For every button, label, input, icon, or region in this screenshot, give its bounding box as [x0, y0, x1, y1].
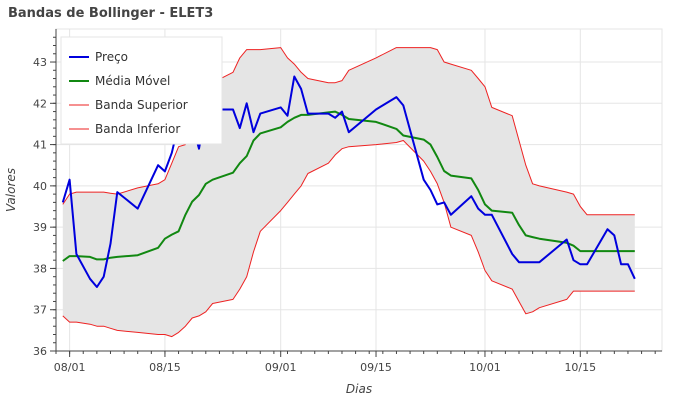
- series-line-banda-superior: [62, 47, 635, 216]
- y-tick-label: 39: [33, 221, 47, 234]
- x-tick-label: 09/15: [360, 361, 392, 374]
- series-line-preco: [61, 75, 636, 288]
- y-tick-label: 40: [33, 180, 47, 193]
- legend-box: [60, 36, 223, 145]
- y-tick-label: 42: [33, 97, 47, 110]
- legend: Preço Média Móvel Banda Superior Banda Infe…: [60, 36, 223, 145]
- series-line-banda-inferior: [62, 140, 635, 338]
- series-line-media-movel: [62, 110, 635, 262]
- x-tick-label: 09/01: [265, 361, 297, 374]
- legend-label: Média Móvel: [95, 74, 170, 88]
- ticks: 36 37 38 39 40 41 42 43 08/01 08/15 09/01 09/15 10/0…: [33, 36, 656, 374]
- legend-label: Banda Superior: [95, 98, 188, 112]
- series-layer: [61, 47, 636, 338]
- y-tick-label: 36: [33, 345, 47, 358]
- x-tick-label: 08/01: [54, 361, 86, 374]
- y-tick-label: 43: [33, 56, 47, 69]
- legend-label: Banda Inferior: [95, 122, 180, 136]
- x-tick-label: 10/15: [564, 361, 596, 374]
- y-tick-label: 38: [33, 262, 47, 275]
- x-axis-label: Dias: [346, 382, 372, 396]
- y-tick-label: 37: [33, 304, 47, 317]
- x-tick-label: 10/01: [469, 361, 501, 374]
- y-axis-label: Valores: [4, 168, 18, 212]
- axes: [55, 29, 662, 352]
- x-tick-label: 08/15: [149, 361, 181, 374]
- y-tick-label: 41: [33, 139, 47, 152]
- legend-label: Preço: [95, 50, 128, 64]
- chart-title: Bandas de Bollinger - ELET3: [8, 6, 213, 21]
